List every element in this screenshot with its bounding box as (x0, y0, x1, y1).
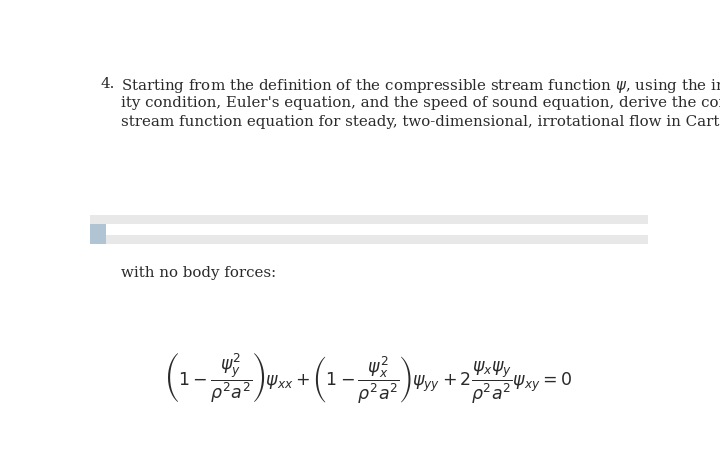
Bar (90, 215, 648, 224)
Bar (90, 235, 648, 244)
Text: stream function equation for steady, two-dimensional, irrotational flow in Carte: stream function equation for steady, two… (121, 115, 720, 129)
Text: with no body forces:: with no body forces: (121, 266, 276, 280)
Text: ity condition, Euler's equation, and the speed of sound equation, derive the com: ity condition, Euler's equation, and the… (121, 96, 720, 110)
Bar (90, 224, 106, 244)
Text: 4.: 4. (100, 77, 114, 91)
Text: Starting from the definition of the compressible stream function $\psi$, using t: Starting from the definition of the comp… (121, 77, 720, 95)
Text: $\left(1 - \dfrac{\psi_y^2}{\rho^2 a^2}\right)\psi_{xx} + \left(1 - \dfrac{\psi_: $\left(1 - \dfrac{\psi_y^2}{\rho^2 a^2}\… (165, 350, 573, 406)
